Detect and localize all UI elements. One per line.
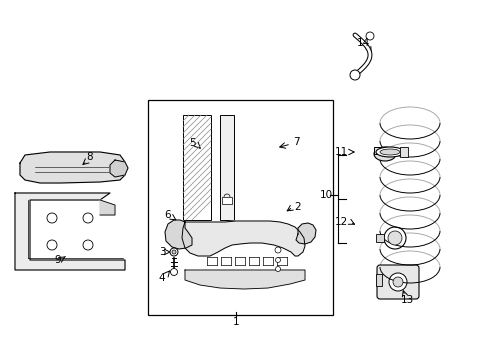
Polygon shape [15, 193, 125, 270]
Text: 7: 7 [292, 137, 299, 147]
Circle shape [275, 266, 280, 271]
Circle shape [349, 70, 359, 80]
Text: 2: 2 [294, 202, 301, 212]
Text: 6: 6 [164, 210, 171, 220]
Text: 9: 9 [55, 255, 61, 265]
Polygon shape [184, 270, 305, 289]
Circle shape [387, 231, 401, 245]
Circle shape [392, 277, 402, 287]
Text: 13: 13 [400, 295, 413, 305]
Text: 12: 12 [334, 217, 347, 227]
Circle shape [365, 32, 373, 40]
Ellipse shape [373, 147, 395, 161]
Bar [222, 197, 231, 204]
Polygon shape [20, 152, 125, 183]
Circle shape [170, 269, 177, 275]
Ellipse shape [375, 147, 403, 157]
Polygon shape [110, 160, 128, 177]
Ellipse shape [388, 236, 400, 244]
Circle shape [83, 240, 93, 250]
Polygon shape [295, 223, 315, 244]
Circle shape [172, 250, 176, 254]
Bar [148, 100, 332, 315]
Ellipse shape [385, 234, 403, 246]
Polygon shape [164, 220, 192, 249]
Circle shape [274, 247, 281, 253]
Bar [375, 274, 381, 286]
Circle shape [47, 240, 57, 250]
Circle shape [275, 257, 280, 262]
Polygon shape [182, 221, 305, 256]
Circle shape [83, 213, 93, 223]
Text: 11: 11 [334, 147, 347, 157]
Circle shape [47, 213, 57, 223]
Text: 8: 8 [86, 152, 93, 162]
Text: 10: 10 [319, 190, 332, 200]
Bar [373, 147, 395, 154]
Text: 4: 4 [159, 273, 165, 283]
Bar [399, 147, 407, 157]
Circle shape [383, 227, 405, 249]
Text: 1: 1 [232, 317, 239, 327]
Bar [220, 115, 234, 220]
Text: 14: 14 [356, 38, 369, 48]
FancyBboxPatch shape [376, 265, 418, 299]
Text: 3: 3 [159, 247, 165, 257]
Text: 5: 5 [188, 138, 195, 148]
Polygon shape [100, 200, 115, 215]
Circle shape [170, 248, 178, 256]
Bar [183, 115, 210, 220]
Ellipse shape [379, 149, 399, 155]
Circle shape [388, 273, 406, 291]
Bar [375, 234, 383, 242]
